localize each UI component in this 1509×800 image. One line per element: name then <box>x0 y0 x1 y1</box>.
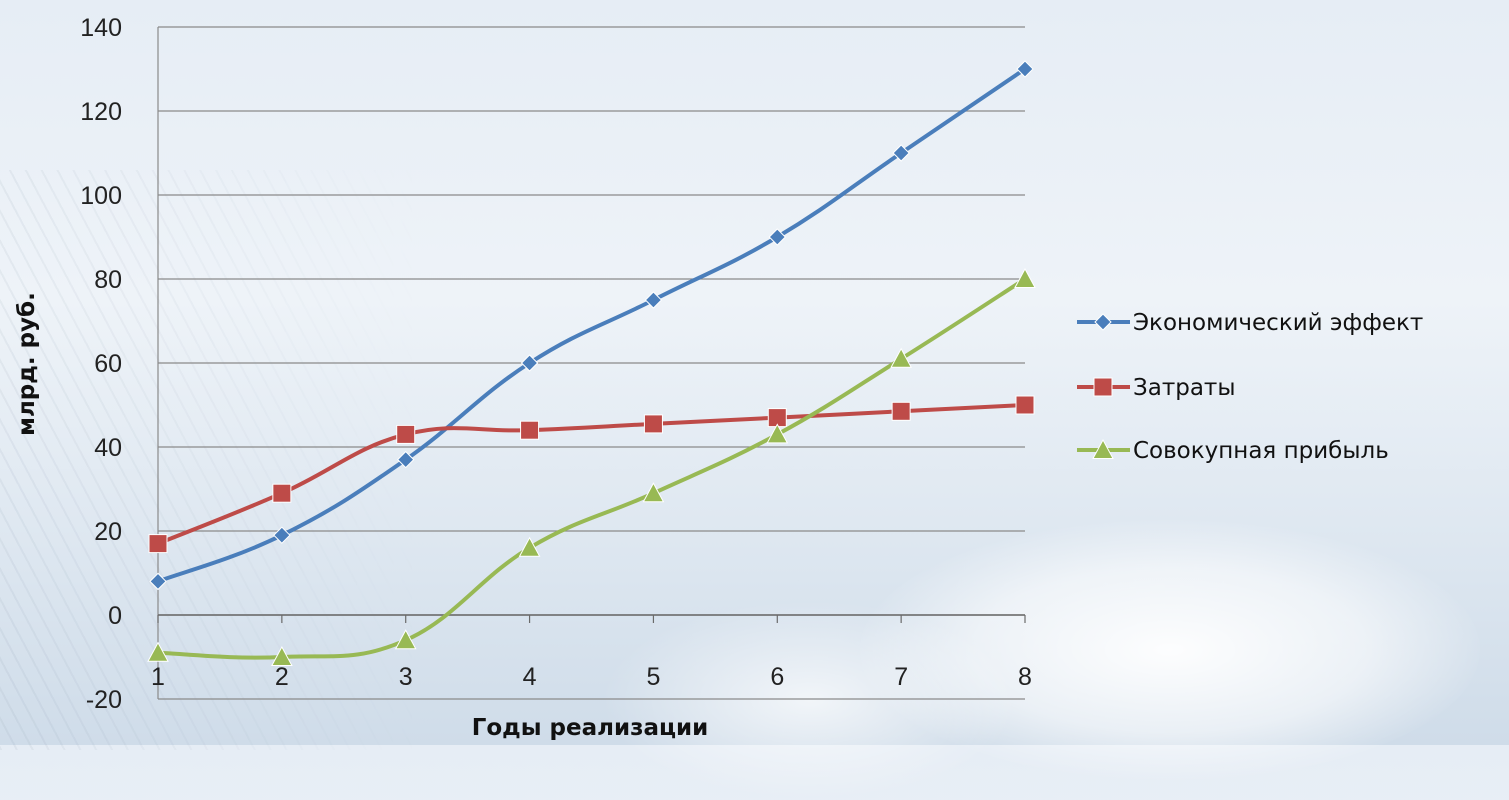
data-point <box>1016 60 1034 78</box>
legend-item: Затраты <box>1077 375 1236 401</box>
series-line <box>156 277 1027 660</box>
legend-item: Совокупная прибыль <box>1077 438 1389 464</box>
legend-label: Затраты <box>1133 375 1236 401</box>
data-point <box>1014 267 1036 288</box>
legend-label: Экономический эффект <box>1133 310 1423 336</box>
line-chart: -20 0 20 40 60 80 100 120 140 1 2 3 4 5 6 7 8 млрд. руб… <box>14 14 1423 741</box>
x-tick-label: 7 <box>894 663 908 691</box>
data-point <box>147 641 169 662</box>
data-point <box>644 291 663 309</box>
x-tick-label: 2 <box>275 663 289 691</box>
data-point <box>271 645 293 666</box>
x-tick-label: 1 <box>151 663 165 691</box>
data-point <box>148 534 168 554</box>
data-point <box>768 228 786 246</box>
y-axis-title: млрд. руб. <box>14 292 40 436</box>
series <box>147 60 1036 666</box>
data-point <box>273 526 291 544</box>
legend-marker <box>1092 438 1114 459</box>
x-tick-label: 3 <box>399 663 413 691</box>
data-point <box>890 347 912 368</box>
y-tick-label: 20 <box>94 518 122 546</box>
data-point <box>397 450 415 469</box>
data-point <box>520 354 539 372</box>
data-point <box>518 536 541 557</box>
legend: Экономический эффект Затраты Совокупная пр… <box>1077 310 1423 464</box>
y-tick-label: 100 <box>80 182 122 210</box>
x-axis-title: Годы реализации <box>472 715 709 741</box>
series-1 <box>149 60 1034 591</box>
data-point <box>1015 395 1035 415</box>
series-2 <box>148 395 1035 554</box>
x-axis: 1 2 3 4 5 6 7 8 <box>151 614 1032 691</box>
data-point <box>272 483 292 503</box>
data-point <box>396 424 416 444</box>
data-point <box>642 482 665 503</box>
data-point <box>891 401 911 421</box>
series-line <box>156 403 1027 546</box>
data-point <box>149 572 167 591</box>
legend-item: Экономический эффект <box>1077 310 1423 336</box>
legend-marker <box>1093 377 1113 397</box>
y-axis: -20 0 20 40 60 80 100 120 140 <box>80 14 122 714</box>
y-tick-label: 140 <box>80 14 122 42</box>
data-point <box>766 423 789 444</box>
x-tick-label: 8 <box>1018 663 1032 691</box>
y-tick-label: 40 <box>94 434 122 462</box>
y-tick-label: 120 <box>80 98 122 126</box>
y-tick-label: -20 <box>86 686 122 714</box>
legend-label: Совокупная прибыль <box>1133 438 1389 464</box>
data-point <box>892 144 910 162</box>
legend-marker <box>1094 313 1112 331</box>
y-tick-label: 0 <box>108 602 122 630</box>
y-tick-label: 80 <box>94 266 122 294</box>
data-point <box>643 414 663 434</box>
x-tick-label: 6 <box>770 663 784 691</box>
data-point <box>520 420 540 440</box>
data-point <box>394 629 417 650</box>
series-3 <box>147 267 1036 666</box>
y-tick-label: 60 <box>94 350 122 378</box>
x-tick-label: 5 <box>646 663 660 691</box>
series-line <box>156 67 1027 584</box>
x-tick-label: 4 <box>523 663 537 691</box>
